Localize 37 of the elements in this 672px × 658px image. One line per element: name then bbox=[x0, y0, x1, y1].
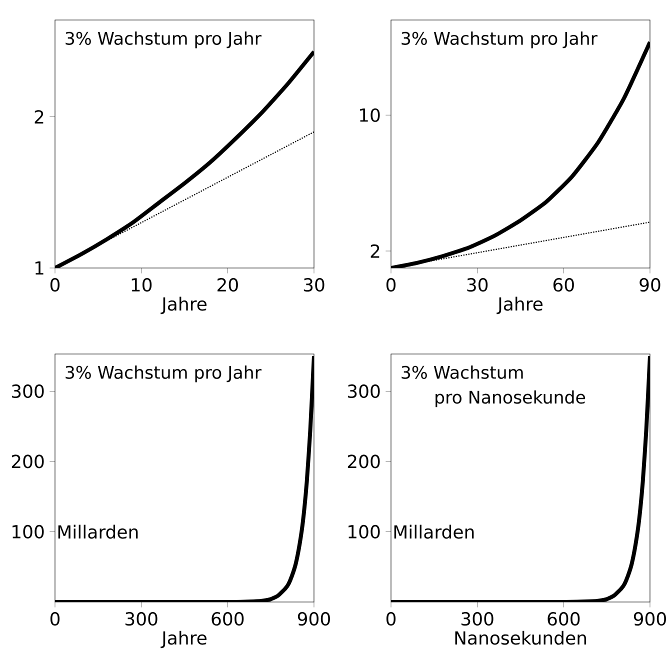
text: 3% Wachstum pro Jahr bbox=[402, 32, 598, 48]
y-tick-label: 100 bbox=[348, 524, 380, 539]
x-tick-label: 900 bbox=[298, 612, 330, 626]
text: pro Nanosekunde bbox=[436, 390, 586, 408]
x-axis-title: Nanosekunden bbox=[455, 630, 586, 645]
x-axis-title: Jahre bbox=[160, 296, 206, 314]
x-tick-label: 900 bbox=[634, 612, 666, 626]
annotation: Millarden bbox=[58, 524, 138, 539]
x-tick-label: 600 bbox=[212, 612, 244, 626]
x-tick-label: 30 bbox=[304, 278, 324, 292]
x-axis-title: Jahre bbox=[496, 296, 542, 314]
x-tick-label: 90 bbox=[640, 278, 660, 292]
x-axis-title: Jahre bbox=[160, 630, 206, 648]
y-tick-label: 10 bbox=[360, 108, 380, 122]
y-tick-label: 200 bbox=[12, 454, 44, 468]
x-tick-label: 0 bbox=[50, 612, 60, 626]
text: 3% Wachstum bbox=[402, 366, 523, 379]
y-tick-label: 300 bbox=[348, 384, 380, 398]
y-tick-label: 300 bbox=[12, 384, 44, 398]
y-tick-label: 2 bbox=[370, 244, 380, 258]
y-tick-label: 2 bbox=[34, 110, 44, 124]
y-tick-label: 1 bbox=[35, 261, 44, 275]
x-tick-label: 60 bbox=[553, 278, 574, 292]
text: 3% Wachstum pro Jahr bbox=[66, 32, 262, 48]
x-tick-label: 600 bbox=[548, 612, 580, 626]
annotation: Millarden bbox=[394, 524, 474, 539]
x-tick-label: 300 bbox=[462, 612, 494, 626]
x-tick-label: 30 bbox=[467, 278, 488, 292]
x-tick-label: 0 bbox=[50, 278, 60, 292]
text: 3% Wachstum pro Jahr bbox=[66, 366, 262, 382]
x-tick-label: 20 bbox=[218, 278, 238, 292]
y-tick-label: 100 bbox=[12, 524, 44, 539]
x-tick-label: 300 bbox=[126, 612, 158, 626]
x-tick-label: 0 bbox=[386, 278, 396, 292]
x-tick-label: 0 bbox=[386, 612, 396, 626]
y-tick-label: 200 bbox=[348, 454, 380, 468]
x-tick-label: 10 bbox=[132, 278, 152, 292]
